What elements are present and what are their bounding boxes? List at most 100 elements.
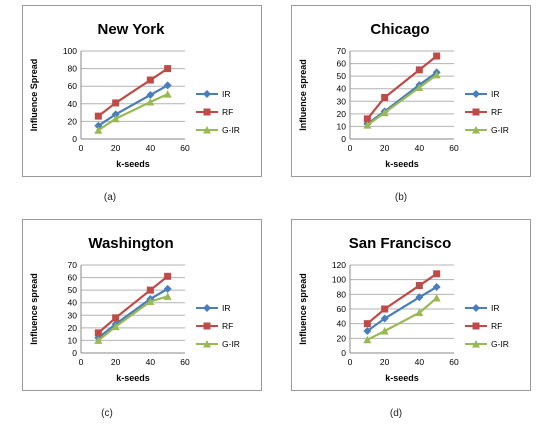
x-axis-label: k-seeds	[385, 159, 419, 169]
data-point-g-ir	[432, 70, 441, 79]
x-tick-label: 60	[449, 143, 459, 153]
x-tick-label: 40	[146, 357, 156, 367]
legend-marker-rf	[472, 322, 480, 330]
caption-d: (d)	[389, 408, 403, 419]
series-line-ir	[97, 84, 169, 127]
y-axis-label: Influence spread	[298, 59, 308, 131]
series-line-rf	[97, 67, 169, 117]
data-point-g-ir	[146, 98, 155, 106]
chart-panel-san-francisco: San Francisco 0 20 40 60 80 100 120 0 20 40 60 k-see…	[291, 219, 531, 391]
y-tick-label: 60	[68, 273, 78, 283]
x-tick-label: 20	[380, 357, 390, 367]
legend-marker-rf	[203, 322, 211, 330]
data-point-rf	[164, 65, 172, 73]
y-tick-label: 20	[68, 323, 78, 333]
legend-label-g-ir: G-IR	[491, 339, 509, 349]
y-tick-label: 50	[337, 71, 347, 81]
caption-a: (a)	[103, 192, 117, 203]
series-line-g-ir	[97, 295, 168, 342]
y-tick-label: 120	[332, 260, 346, 270]
legend-marker-ir	[472, 90, 480, 98]
x-axis-label: k-seeds	[116, 159, 150, 169]
y-tick-label: 40	[68, 298, 78, 308]
caption-b: (b)	[394, 192, 408, 203]
y-tick-label: 0	[341, 348, 346, 358]
legend-label-ir: IR	[222, 303, 231, 313]
y-tick-label: 60	[337, 304, 347, 314]
data-point-g-ir	[94, 126, 103, 134]
data-point-g-ir	[363, 335, 372, 344]
y-tick-label: 50	[68, 285, 78, 295]
data-point-g-ir	[432, 294, 441, 302]
legend-marker-ir	[472, 304, 480, 312]
data-point-rf	[363, 115, 371, 123]
data-point-rf	[433, 52, 441, 60]
chart-title: Washington	[88, 235, 173, 252]
series-line-g-ir	[97, 93, 169, 132]
y-tick-label: 80	[68, 64, 78, 74]
data-point-rf	[146, 286, 154, 294]
caption-c: (c)	[101, 408, 113, 419]
data-point-rf	[381, 305, 389, 313]
data-point-g-ir	[380, 108, 389, 117]
legend-label-rf: RF	[222, 107, 233, 117]
data-point-g-ir	[146, 297, 155, 305]
legend-label-g-ir: G-IR	[491, 125, 509, 135]
data-point-g-ir	[163, 292, 172, 300]
x-tick-label: 0	[348, 143, 353, 153]
y-tick-label: 40	[337, 319, 347, 329]
data-point-g-ir	[415, 308, 424, 317]
y-tick-label: 0	[72, 134, 77, 144]
x-axis-label: k-seeds	[385, 373, 419, 383]
data-point-rf	[415, 66, 423, 74]
data-point-g-ir	[380, 327, 389, 335]
chart-title: New York	[98, 21, 166, 38]
y-tick-label: 0	[72, 348, 77, 358]
x-tick-label: 0	[79, 143, 84, 153]
data-point-rf	[112, 314, 120, 322]
data-point-rf	[112, 99, 120, 107]
legend-label-g-ir: G-IR	[222, 125, 240, 135]
y-tick-label: 10	[337, 121, 347, 131]
y-tick-label: 40	[68, 99, 78, 109]
y-tick-label: 100	[63, 46, 77, 56]
y-tick-label: 70	[68, 260, 78, 270]
data-point-rf	[415, 282, 423, 290]
x-tick-label: 20	[380, 143, 390, 153]
y-axis-label: Influence spread	[29, 273, 39, 345]
data-point-g-ir	[94, 336, 103, 344]
data-point-rf	[94, 329, 102, 337]
y-tick-label: 70	[337, 46, 347, 56]
legend-marker-g-ir	[472, 340, 480, 348]
legend-marker-g-ir	[203, 340, 211, 348]
data-point-ir	[163, 284, 172, 293]
x-tick-label: 20	[111, 143, 121, 153]
data-point-ir	[380, 314, 389, 323]
legend-label-rf: RF	[222, 321, 233, 331]
chart-panel-washington: Washington 0 10 20 30 40 50 60 70 0 20 40 60 k-seeds I…	[22, 219, 262, 391]
x-tick-label: 40	[415, 357, 425, 367]
x-tick-label: 40	[415, 143, 425, 153]
y-tick-label: 60	[337, 59, 347, 69]
chart-washington: Washington 0 10 20 30 40 50 60 70 0 20 40 60 k-seeds I…	[29, 235, 240, 383]
series-line-rf	[366, 272, 438, 325]
series-line-g-ir	[366, 73, 438, 127]
data-point-ir	[363, 327, 372, 335]
legend-marker-rf	[203, 108, 211, 116]
x-tick-label: 0	[79, 357, 84, 367]
data-point-ir	[432, 283, 441, 291]
x-axis-label: k-seeds	[116, 373, 150, 383]
legend-marker-ir	[203, 304, 211, 312]
data-point-ir	[146, 91, 155, 99]
chart-panel-new-york: New York 0 20 40 60 80 100 0 20 40 60 k-seeds Influe…	[22, 5, 262, 177]
y-tick-label: 40	[337, 84, 347, 94]
series-line-ir	[366, 71, 438, 125]
series-line-ir	[366, 286, 438, 332]
y-tick-label: 60	[68, 81, 78, 91]
series-line-ir	[97, 287, 169, 339]
legend-label-ir: IR	[491, 303, 500, 313]
data-point-ir	[111, 110, 120, 119]
y-tick-label: 100	[332, 275, 346, 285]
legend-label-ir: IR	[491, 89, 500, 99]
chart-title: San Francisco	[349, 235, 452, 252]
